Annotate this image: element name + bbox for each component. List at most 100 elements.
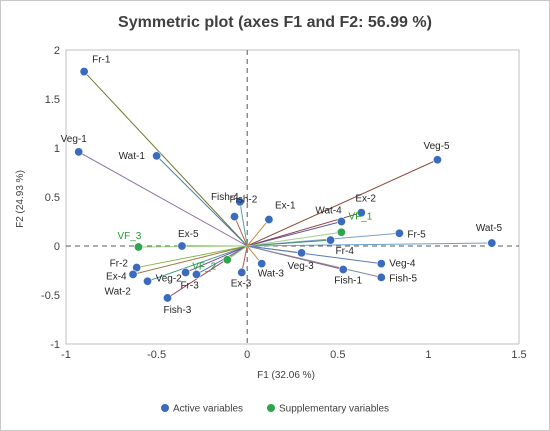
vector-line-ex-1 — [246, 219, 270, 247]
chart-title: Symmetric plot (axes F1 and F2: 56.99 %) — [118, 14, 432, 31]
y-tick-label: -0.5 — [41, 290, 60, 302]
point-ex-4[interactable] — [128, 269, 138, 279]
plot-area: -1 -0.5 0 0.5 1 1.5 -1 -0.5 0 0.5 1 1.5 2 Fr-1 Veg-1 Wa… — [41, 45, 527, 361]
vector-line-veg-2 — [185, 245, 248, 273]
point-label-wat-5: Wat-5 — [476, 223, 503, 234]
point-label-ex-3: Ex-3 — [231, 278, 252, 289]
vector-line-veg-5 — [246, 159, 438, 247]
point-veg-5[interactable] — [432, 155, 442, 165]
legend: Active variables Supplementary variables — [161, 404, 389, 415]
vector-line-fish-2 — [234, 216, 248, 247]
point-wat-2[interactable] — [143, 276, 153, 286]
point-label-fr-2: Fr-2 — [110, 259, 129, 270]
point-label-fish-1: Fish-1 — [334, 276, 362, 287]
point-fish-3[interactable] — [162, 293, 172, 303]
point-label-vf_3: VF_3 — [117, 231, 141, 242]
point-wat-5[interactable] — [487, 238, 497, 248]
vector-line-fish-5 — [247, 245, 382, 278]
point-label-veg-5: Veg-5 — [423, 141, 450, 152]
point-veg-3[interactable] — [297, 248, 307, 258]
point-label-fr-4: Fr-4 — [336, 246, 355, 257]
point-label-vf_2: VF_2 — [192, 262, 216, 273]
x-tick-label: 1.5 — [511, 349, 526, 361]
x-tick-label: -0.5 — [147, 349, 166, 361]
vector-line-veg-1 — [78, 151, 248, 247]
point-veg-1[interactable] — [74, 147, 84, 157]
point-label-veg-3: Veg-3 — [288, 261, 315, 272]
point-label-fish-4: Fish-4 — [211, 192, 239, 203]
vector-line-fr-1 — [83, 71, 248, 247]
vector-line-wat-4 — [247, 221, 342, 247]
point-label-veg-1: Veg-1 — [61, 134, 88, 145]
point-label-vf_1: VF_1 — [348, 211, 372, 222]
vector-line-vf_3 — [138, 245, 248, 248]
y-tick-label: 1.5 — [45, 94, 60, 106]
point-label-fr-1: Fr-1 — [92, 55, 111, 66]
point-label-fish-2: Fish-2 — [230, 195, 258, 206]
x-tick-label: 0 — [244, 349, 250, 361]
point-fish-1[interactable] — [338, 265, 348, 275]
point-wat-3[interactable] — [257, 259, 267, 269]
x-tick-label: 0.5 — [330, 349, 345, 361]
vector-line-ex-4 — [132, 245, 248, 275]
x-tick-label: 1 — [425, 349, 431, 361]
vector-line-fr-2 — [136, 245, 248, 269]
point-vf_3[interactable] — [133, 242, 143, 252]
vector-line-wat-2 — [147, 245, 248, 282]
point-fish-2[interactable] — [230, 212, 240, 222]
legend-label-active: Active variables — [173, 404, 243, 415]
point-label-veg-2: Veg-2 — [156, 273, 183, 284]
legend-marker-active — [161, 404, 169, 412]
point-label-fr-3: Fr-3 — [180, 280, 199, 291]
point-fr-5[interactable] — [394, 228, 404, 238]
y-tick-label: 0.5 — [45, 192, 60, 204]
point-ex-5[interactable] — [177, 241, 187, 251]
point-vf_2[interactable] — [222, 255, 232, 265]
x-tick-label: -1 — [61, 349, 71, 361]
point-ex-1[interactable] — [264, 215, 274, 225]
vector-line-fr-4 — [247, 239, 331, 247]
point-label-wat-2: Wat-2 — [105, 286, 132, 297]
point-ex-2[interactable] — [356, 208, 366, 218]
vector-line-veg-4 — [247, 245, 382, 265]
plot-border — [65, 49, 520, 345]
point-fr-3[interactable] — [191, 269, 201, 279]
vector-line-vf_1 — [247, 231, 342, 247]
point-fish-4[interactable] — [235, 197, 245, 207]
point-label-wat-1: Wat-1 — [119, 151, 146, 162]
vector-line-ex-3 — [241, 245, 248, 273]
vector-line-wat-5 — [247, 242, 492, 247]
y-tick-label: -1 — [50, 339, 60, 351]
point-label-veg-4: Veg-4 — [389, 259, 416, 270]
x-axis-label: F1 (32.06 %) — [257, 370, 315, 381]
point-label-ex-1: Ex-1 — [275, 201, 296, 212]
point-wat-1[interactable] — [152, 151, 162, 161]
point-label-ex-2: Ex-2 — [355, 194, 376, 205]
vector-line-fr-3 — [196, 245, 248, 275]
point-label-ex-4: Ex-4 — [106, 271, 127, 282]
y-tick-label: 2 — [54, 45, 60, 57]
point-fr-4[interactable] — [326, 235, 336, 245]
point-fr-1[interactable] — [79, 67, 89, 77]
y-tick-label: 1 — [54, 143, 60, 155]
point-label-fish-5: Fish-5 — [389, 273, 417, 284]
y-axis-label: F2 (24.93 %) — [15, 170, 26, 228]
point-veg-4[interactable] — [376, 259, 386, 269]
point-label-fr-5: Fr-5 — [407, 229, 426, 240]
point-vf_1[interactable] — [336, 227, 346, 237]
point-label-wat-3: Wat-3 — [258, 269, 285, 280]
point-label-fish-3: Fish-3 — [163, 305, 191, 316]
point-fish-5[interactable] — [376, 272, 386, 282]
y-tick-label: 0 — [54, 241, 60, 253]
vector-line-fish-4 — [239, 201, 248, 247]
legend-marker-supplementary — [267, 404, 275, 412]
point-label-ex-5: Ex-5 — [178, 229, 199, 240]
point-ex-3[interactable] — [237, 267, 247, 277]
point-veg-2[interactable] — [181, 267, 191, 277]
vector-line-wat-1 — [156, 155, 248, 247]
legend-label-supplementary: Supplementary variables — [279, 404, 389, 415]
point-wat-4[interactable] — [336, 217, 346, 227]
point-label-wat-4: Wat-4 — [315, 206, 342, 217]
